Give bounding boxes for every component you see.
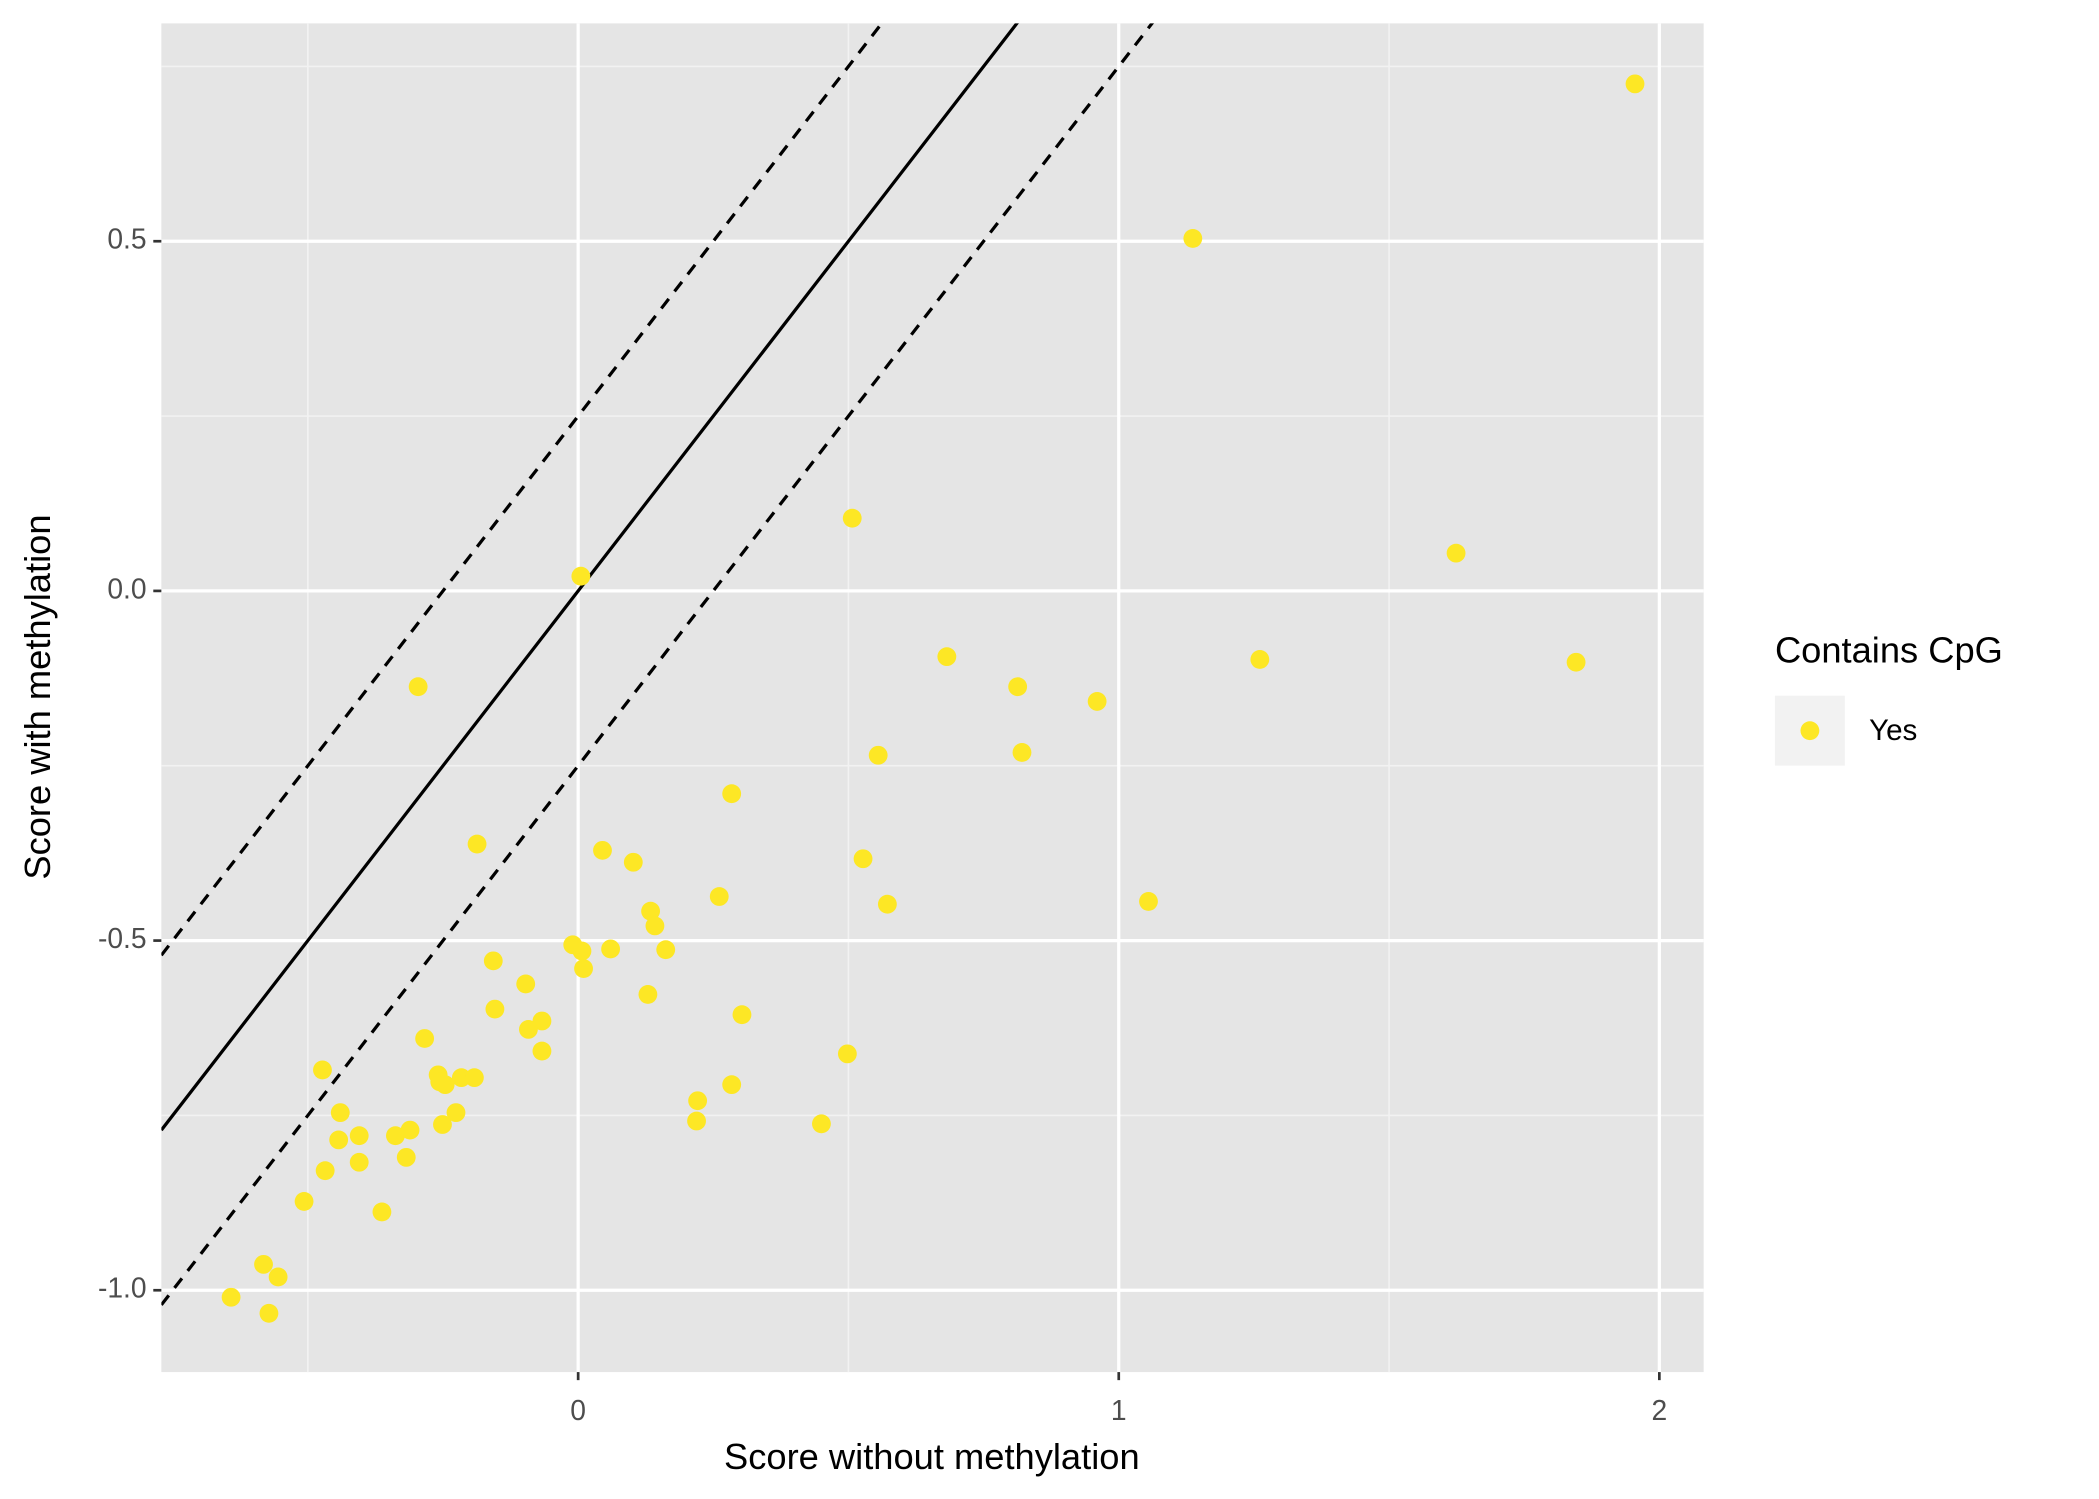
point: [1087, 691, 1107, 711]
point: [483, 951, 503, 971]
point: [467, 834, 487, 854]
point: [1008, 677, 1028, 697]
point: [722, 784, 742, 804]
legend-symbol: [1800, 721, 1820, 741]
point: [254, 1254, 273, 1274]
axes: 0 1 2 -1.0 -0.5 0.0 0.5: [98, 223, 1667, 1426]
point: [853, 849, 873, 869]
point: [516, 974, 536, 994]
point: [532, 1011, 552, 1031]
point: [1183, 229, 1203, 248]
y-axis-title: Score with methylation: [17, 514, 58, 879]
point: [1625, 74, 1645, 94]
y-tick-label: -0.5: [98, 922, 147, 954]
reference-lines: [161, 23, 1155, 1306]
legend-label: Yes: [1869, 714, 1917, 747]
point: [400, 1120, 420, 1140]
point: [386, 1126, 405, 1146]
point: [645, 916, 665, 936]
points: [221, 74, 1645, 1323]
grid: [161, 23, 1704, 1373]
y-tick-label: 0.0: [107, 572, 146, 604]
point: [446, 1103, 466, 1123]
point: [812, 1114, 831, 1134]
point: [1250, 650, 1270, 669]
point: [315, 1161, 335, 1181]
point: [722, 1075, 742, 1095]
point: [842, 508, 862, 528]
point: [221, 1287, 241, 1307]
point: [268, 1267, 288, 1287]
point: [1446, 543, 1466, 563]
panel-background: [161, 23, 1704, 1373]
y-tick-label: -1.0: [98, 1272, 147, 1304]
x-axis-title: Score without methylation: [724, 1436, 1140, 1477]
point: [656, 940, 676, 960]
point: [601, 939, 621, 959]
point: [372, 1202, 392, 1222]
point: [868, 745, 888, 765]
point: [313, 1060, 332, 1080]
point: [593, 840, 612, 860]
point: [1012, 743, 1032, 762]
point: [396, 1147, 416, 1167]
x-tick-label: 0: [570, 1394, 586, 1426]
legend-title: Contains CpG: [1775, 629, 2003, 670]
point: [532, 1041, 552, 1061]
point: [485, 999, 505, 1019]
point: [330, 1103, 350, 1123]
point: [709, 887, 729, 906]
point: [574, 959, 593, 978]
reference-line: [161, 23, 1155, 1306]
point: [408, 677, 428, 697]
point: [571, 566, 591, 586]
point: [433, 1115, 452, 1134]
point: [435, 1075, 455, 1095]
point: [732, 1005, 752, 1025]
point: [329, 1130, 349, 1150]
point: [451, 1068, 471, 1088]
point: [572, 941, 592, 961]
point: [464, 1068, 484, 1088]
point: [937, 647, 957, 667]
point: [1139, 892, 1158, 911]
point: [837, 1044, 857, 1064]
point: [519, 1019, 538, 1039]
legend: Yes: [1774, 695, 1917, 766]
point: [877, 894, 897, 914]
point: [294, 1192, 314, 1211]
point: [688, 1091, 708, 1111]
point: [349, 1126, 369, 1146]
point: [638, 985, 658, 1004]
x-tick-label: 1: [1111, 1394, 1127, 1426]
reference-line: [161, 23, 1019, 1132]
y-tick-label: 0.5: [107, 223, 146, 255]
point: [259, 1303, 279, 1323]
point: [415, 1029, 435, 1048]
point: [1566, 652, 1586, 672]
reference-line: [161, 23, 884, 957]
x-tick-label: 2: [1651, 1394, 1667, 1426]
point: [349, 1152, 369, 1172]
point: [623, 852, 643, 872]
point: [687, 1111, 706, 1131]
point: [641, 901, 661, 921]
